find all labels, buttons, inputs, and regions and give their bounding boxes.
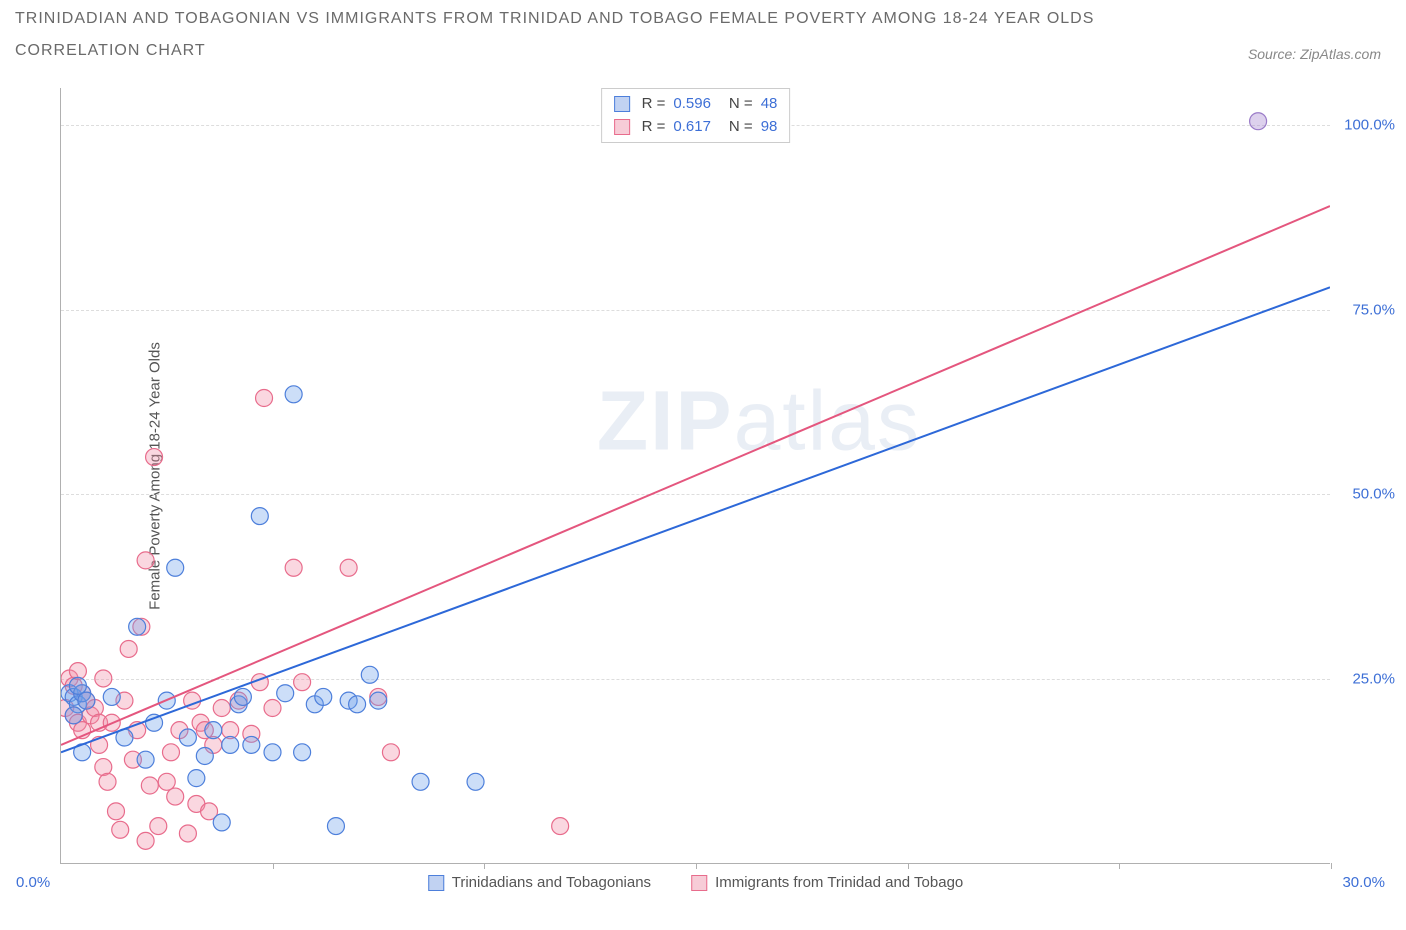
x-tick	[1119, 863, 1120, 869]
r-value: 0.617	[673, 116, 711, 139]
stats-row-series1: R = 0.596 N = 48	[614, 93, 778, 116]
r-label: R =	[642, 93, 666, 116]
x-axis-min-label: 0.0%	[16, 874, 50, 891]
legend-item-series2: Immigrants from Trinidad and Tobago	[691, 874, 963, 891]
n-label: N =	[729, 93, 753, 116]
source-attribution: Source: ZipAtlas.com	[1248, 46, 1381, 62]
y-tick-label: 25.0%	[1352, 671, 1395, 688]
swatch-blue-icon	[428, 875, 444, 891]
n-value: 48	[761, 93, 778, 116]
swatch-pink-icon	[691, 875, 707, 891]
x-tick	[1331, 863, 1332, 869]
scatter-plot-svg	[61, 88, 1330, 863]
legend-label: Trinidadians and Tobagonians	[452, 874, 651, 891]
swatch-blue-icon	[614, 96, 630, 112]
x-tick	[908, 863, 909, 869]
n-value: 98	[761, 116, 778, 139]
x-tick	[273, 863, 274, 869]
x-tick	[484, 863, 485, 869]
chart-plot-area: ZIPatlas Female Poverty Among 18-24 Year…	[60, 88, 1330, 864]
chart-title-line2: CORRELATION CHART	[15, 42, 1094, 60]
legend: Trinidadians and Tobagonians Immigrants …	[428, 874, 964, 891]
swatch-pink-icon	[614, 119, 630, 135]
chart-title-line1: TRINIDADIAN AND TOBAGONIAN VS IMMIGRANTS…	[15, 10, 1094, 28]
y-tick-label: 75.0%	[1352, 301, 1395, 318]
n-label: N =	[729, 116, 753, 139]
y-tick-label: 100.0%	[1344, 116, 1395, 133]
r-label: R =	[642, 116, 666, 139]
y-tick-label: 50.0%	[1352, 486, 1395, 503]
legend-label: Immigrants from Trinidad and Tobago	[715, 874, 963, 891]
legend-item-series1: Trinidadians and Tobagonians	[428, 874, 651, 891]
correlation-stats-box: R = 0.596 N = 48 R = 0.617 N = 98	[601, 88, 791, 143]
x-tick	[696, 863, 697, 869]
x-axis-max-label: 30.0%	[1342, 874, 1385, 891]
r-value: 0.596	[673, 93, 711, 116]
stats-row-series2: R = 0.617 N = 98	[614, 116, 778, 139]
